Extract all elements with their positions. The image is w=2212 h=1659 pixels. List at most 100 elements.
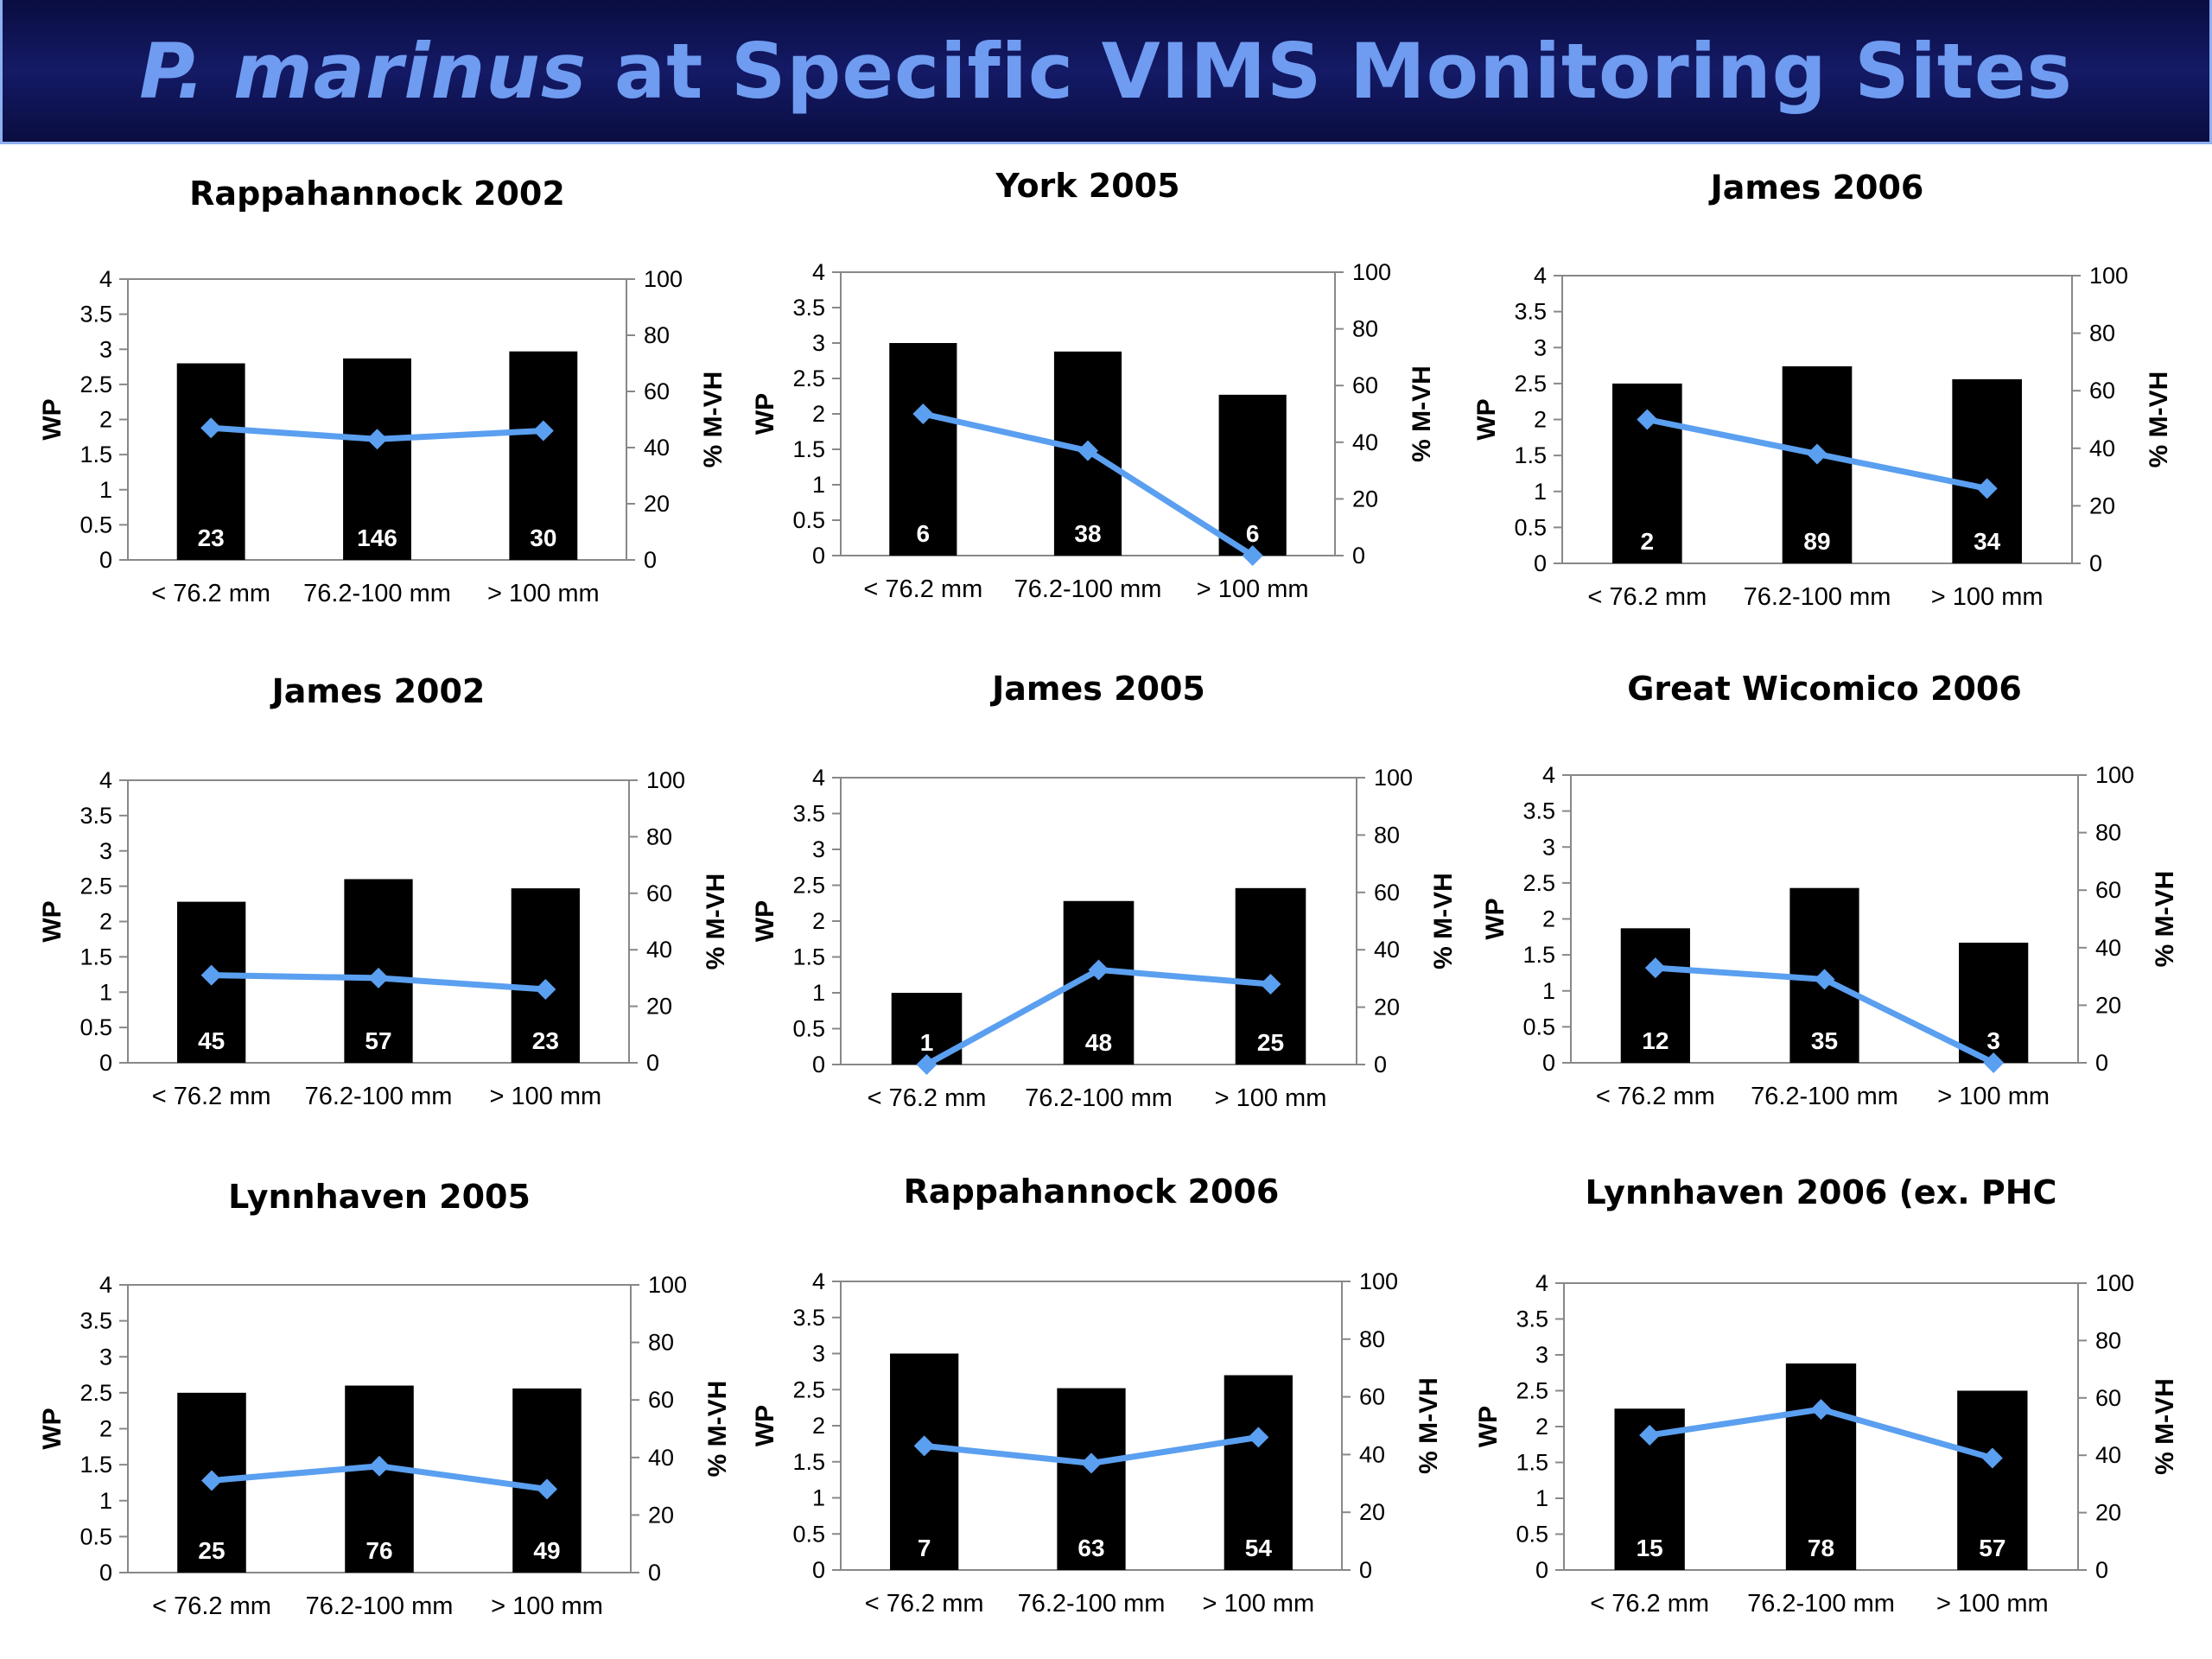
- y-tick-label: 4: [99, 1272, 112, 1298]
- y2-tick-label: 20: [644, 491, 670, 517]
- y-tick-label: 2: [812, 908, 825, 934]
- y-axis-label: WP: [38, 900, 67, 942]
- bar: [1782, 365, 1853, 563]
- bar: [890, 1353, 959, 1570]
- y-tick-label: 2.5: [79, 874, 112, 899]
- chart-title: James 2005: [989, 670, 1205, 708]
- y-tick-label: 2.5: [79, 1380, 112, 1406]
- y2-axis-label: % M-VH: [2151, 871, 2179, 968]
- y-tick-label: 3.5: [792, 295, 825, 321]
- y-tick-label: 1: [99, 477, 112, 503]
- y-axis-label: WP: [751, 900, 779, 942]
- chart-title-clip: Rappahannock 2002: [189, 175, 565, 213]
- x-tick-label: > 100 mm: [489, 1083, 601, 1110]
- bar-data-label: 38: [1074, 520, 1101, 547]
- y2-tick-label: 80: [644, 322, 670, 348]
- bar: [176, 363, 245, 560]
- y2-tick-label: 100: [2089, 263, 2128, 289]
- y-tick-label: 4: [99, 266, 112, 292]
- y2-axis-label: % M-VH: [1408, 365, 1436, 462]
- chart-title-clip: James 2002: [270, 672, 486, 710]
- y-tick-label: 4: [812, 1268, 825, 1294]
- y-tick-label: 1.5: [79, 442, 112, 467]
- y-tick-label: 2.5: [1514, 371, 1547, 397]
- chart-title: Great Wicomico 2006: [1627, 670, 2022, 708]
- y2-tick-label: 80: [646, 823, 672, 849]
- y-tick-label: 1: [99, 1488, 112, 1514]
- y-tick-label: 0: [812, 1557, 825, 1583]
- chart-title: Lynnhaven 2005: [228, 1178, 531, 1216]
- line-point: [1983, 1052, 2005, 1073]
- chart-title: Rappahannock 2006: [904, 1173, 1280, 1211]
- y2-tick-label: 60: [644, 378, 670, 404]
- x-tick-label: > 100 mm: [1931, 583, 2044, 611]
- y2-tick-label: 80: [2095, 820, 2121, 846]
- bar-data-label: 6: [1246, 520, 1260, 547]
- chart-title: James 2002: [270, 672, 486, 710]
- x-tick-label: < 76.2 mm: [152, 1592, 271, 1620]
- y-tick-label: 1.5: [79, 1452, 112, 1478]
- x-tick-label: < 76.2 mm: [1587, 583, 1707, 611]
- y-tick-label: 1.5: [79, 944, 112, 969]
- y-tick-label: 3.5: [79, 803, 112, 829]
- y-tick-label: 0: [1542, 1050, 1555, 1076]
- line-point: [1242, 545, 1263, 566]
- line-point: [200, 417, 222, 439]
- chart-5: James 200500.511.522.533.54020406080100W…: [751, 670, 1458, 1112]
- chart-1: Rappahannock 200200.511.522.533.54020406…: [38, 175, 728, 607]
- y2-tick-label: 40: [646, 937, 672, 963]
- bar-data-label: 57: [1979, 1535, 2005, 1561]
- y2-tick-label: 40: [2095, 1442, 2121, 1468]
- bar: [889, 343, 957, 556]
- x-tick-label: < 76.2 mm: [865, 1590, 984, 1618]
- chart-title-clip: Lynnhaven 2005: [228, 1178, 531, 1216]
- y-tick-label: 2.5: [792, 365, 825, 391]
- y-tick-label: 1: [99, 979, 112, 1005]
- bar-data-label: 76: [365, 1537, 392, 1564]
- chart-3: James 200600.511.522.533.54020406080100W…: [1472, 168, 2173, 611]
- bar-data-label: 15: [1637, 1535, 1663, 1561]
- line-point: [368, 967, 389, 988]
- bar: [509, 351, 578, 560]
- y2-axis-label: % M-VH: [702, 874, 730, 970]
- y2-tick-label: 100: [648, 1272, 687, 1298]
- y2-tick-label: 60: [1352, 372, 1378, 398]
- y-tick-label: 3: [1535, 1342, 1548, 1368]
- y2-tick-label: 100: [1374, 765, 1413, 791]
- line-point: [1081, 1452, 1102, 1474]
- y-tick-label: 0.5: [79, 512, 112, 537]
- x-tick-label: 76.2-100 mm: [1025, 1084, 1173, 1112]
- x-tick-label: > 100 mm: [1197, 575, 1309, 603]
- y-tick-label: 1: [812, 472, 825, 498]
- line-point: [1639, 1424, 1661, 1446]
- bar: [1224, 1375, 1293, 1570]
- bar-data-label: 49: [533, 1537, 560, 1564]
- y2-tick-label: 80: [2095, 1327, 2121, 1353]
- y2-tick-label: 40: [2089, 435, 2115, 461]
- y2-tick-label: 100: [644, 266, 683, 292]
- y-tick-label: 3.5: [79, 1308, 112, 1334]
- y-tick-label: 0: [99, 1050, 112, 1076]
- y-tick-label: 0.5: [792, 507, 825, 533]
- y-tick-label: 3.5: [79, 302, 112, 327]
- y-tick-label: 4: [1535, 1270, 1548, 1296]
- y-tick-label: 1: [1542, 978, 1555, 1004]
- line-point: [916, 1054, 938, 1075]
- y-tick-label: 0: [1535, 1557, 1548, 1583]
- y-tick-label: 0.5: [792, 1521, 825, 1547]
- y-tick-label: 4: [1542, 762, 1555, 788]
- line-point: [1814, 969, 1835, 990]
- y-tick-label: 3.5: [792, 1305, 825, 1331]
- bar: [1959, 942, 2029, 1063]
- y2-axis-label: % M-VH: [699, 372, 728, 468]
- y2-tick-label: 20: [2095, 1500, 2121, 1526]
- y-tick-label: 2.5: [1522, 870, 1555, 896]
- x-tick-label: 76.2-100 mm: [1744, 583, 1891, 611]
- y2-tick-label: 80: [1359, 1326, 1385, 1352]
- x-tick-label: < 76.2 mm: [863, 575, 982, 603]
- y2-tick-label: 100: [2095, 1270, 2134, 1296]
- chart-title: York 2005: [995, 167, 1179, 205]
- y2-tick-label: 20: [1352, 486, 1378, 512]
- chart-title: Rappahannock 2002: [189, 175, 565, 213]
